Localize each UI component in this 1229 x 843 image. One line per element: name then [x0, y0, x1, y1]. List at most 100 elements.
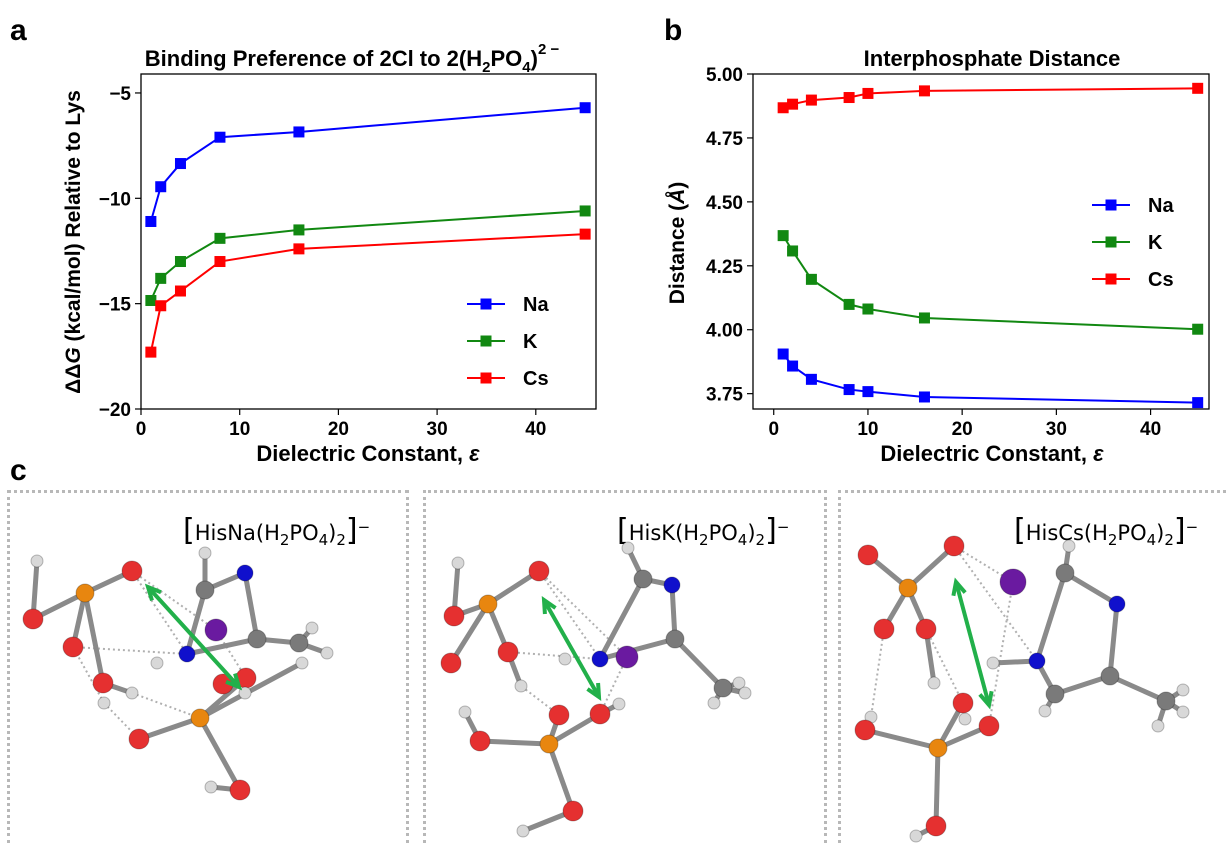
chart-a-legend: Na K Cs: [467, 294, 549, 390]
carbon-atom: [633, 569, 653, 589]
data-point-k: [805, 273, 817, 285]
data-point-cs: [805, 94, 817, 106]
interphosphate-distance-chart: Interphosphate Distance Dielectric Const…: [665, 46, 1210, 466]
data-point-na: [214, 131, 226, 143]
oxygen-atom: [128, 728, 150, 750]
oxygen-atom: [229, 779, 251, 801]
oxygen-atom: [440, 652, 462, 674]
hydrogen-atom: [1151, 719, 1165, 733]
data-point-cs: [145, 346, 157, 358]
hydrogen-bond: [538, 570, 628, 658]
x-tick-label: 40: [1140, 419, 1161, 440]
molecule-label-cs: [HisCs(H2PO4)2]−: [1014, 513, 1199, 550]
hydrogen-atom: [738, 686, 752, 700]
data-point-k: [214, 232, 226, 244]
y-tick-label: −10: [99, 189, 131, 210]
hydrogen-atom: [612, 697, 626, 711]
data-point-k: [1192, 323, 1204, 335]
data-point-k: [918, 312, 930, 324]
hydrogen-bond: [925, 628, 964, 704]
distance-arrow: [146, 585, 241, 689]
covalent-bond: [184, 587, 208, 657]
hydrogen-atom: [198, 546, 212, 560]
data-point-cs: [918, 85, 930, 97]
hydrogen-bond: [953, 545, 1038, 662]
oxygen-atom: [857, 544, 879, 566]
oxygen-atom: [121, 560, 143, 582]
phosphorus-atom: [539, 734, 559, 754]
metal-ion: [615, 645, 639, 669]
chart-a-title: Binding Preference of 2Cl to 2(H2PO4)2 −: [145, 41, 560, 76]
hydrogen-atom: [150, 656, 164, 670]
data-point-na: [293, 126, 305, 138]
data-point-k: [777, 230, 789, 242]
legend-label-cs: Cs: [523, 368, 549, 390]
carbon-atom: [1156, 691, 1176, 711]
covalent-bond: [477, 738, 552, 747]
hydrogen-bond: [131, 570, 217, 631]
hydrogen-bond: [988, 581, 1014, 727]
legend-label-k: K: [1148, 232, 1163, 254]
nitrogen-atom: [663, 576, 681, 594]
oxygen-atom: [925, 815, 947, 837]
y-tick-label: −5: [109, 84, 131, 105]
molecule-na-structure: [22, 546, 334, 801]
nitrogen-atom: [591, 650, 609, 668]
covalent-bond: [1107, 601, 1120, 679]
y-tick-label: 3.75: [706, 385, 743, 406]
phosphorus-atom: [898, 578, 918, 598]
hydrogen-atom: [558, 652, 572, 666]
oxygen-atom: [22, 608, 44, 630]
carbon-atom: [1100, 666, 1120, 686]
data-point-na: [918, 391, 930, 403]
arrow-head: [541, 596, 557, 615]
y-tick-label: 4.00: [706, 321, 743, 342]
hydrogen-atom: [732, 676, 746, 690]
hydrogen-atom: [204, 780, 218, 794]
data-point-na: [843, 384, 855, 396]
molecule-frame-cs: [838, 490, 1229, 843]
y-tick-label: 5.00: [706, 65, 743, 86]
hydrogen-atom: [125, 686, 139, 700]
carbon-atom: [665, 629, 685, 649]
data-point-cs: [787, 98, 799, 110]
chart-b-title: Interphosphate Distance: [864, 46, 1121, 71]
y-tick-label: −20: [99, 400, 131, 421]
legend-marker-na: [480, 298, 492, 310]
series-line-cs: [149, 233, 586, 353]
hydrogen-atom: [909, 829, 923, 843]
oxygen-atom: [548, 704, 570, 726]
oxygen-atom: [562, 800, 584, 822]
legend-label-na: Na: [1148, 195, 1174, 217]
nitrogen-atom: [236, 564, 254, 582]
legend-marker-cs: [1105, 273, 1117, 285]
chart-a-xlabel: Dielectric Constant, ε: [256, 441, 480, 466]
oxygen-atom: [469, 730, 491, 752]
series-line-k: [149, 209, 586, 301]
legend-label-na: Na: [523, 294, 549, 316]
hydrogen-atom: [458, 705, 472, 719]
arrow-head: [225, 673, 243, 691]
covalent-bond: [136, 715, 203, 742]
metal-ion: [204, 618, 228, 642]
oxygen-atom: [978, 715, 1000, 737]
carbon-atom: [195, 580, 215, 600]
hydrogen-atom: [30, 554, 44, 568]
hydrogen-atom: [958, 712, 972, 726]
chart-b-ticks: 0 10 20 30 40 3.75 4.00 4.25 4.50 4.75 5.00: [706, 65, 1161, 440]
legend-marker-cs: [480, 372, 492, 384]
covalent-bond: [905, 543, 957, 591]
oxygen-atom: [873, 618, 895, 640]
covalent-bond: [546, 741, 576, 814]
covalent-bond: [597, 636, 678, 662]
molecule-frame-na: [7, 490, 409, 843]
covalent-bond: [485, 568, 542, 607]
covalent-bond: [1107, 673, 1169, 704]
carbon-atom: [1055, 563, 1075, 583]
oxygen-atom: [854, 719, 876, 741]
arrow-head: [586, 682, 602, 701]
carbon-atom: [247, 629, 267, 649]
x-tick-label: 10: [229, 419, 250, 440]
chart-a-frame: [140, 73, 597, 410]
nitrogen-atom: [1108, 595, 1126, 613]
